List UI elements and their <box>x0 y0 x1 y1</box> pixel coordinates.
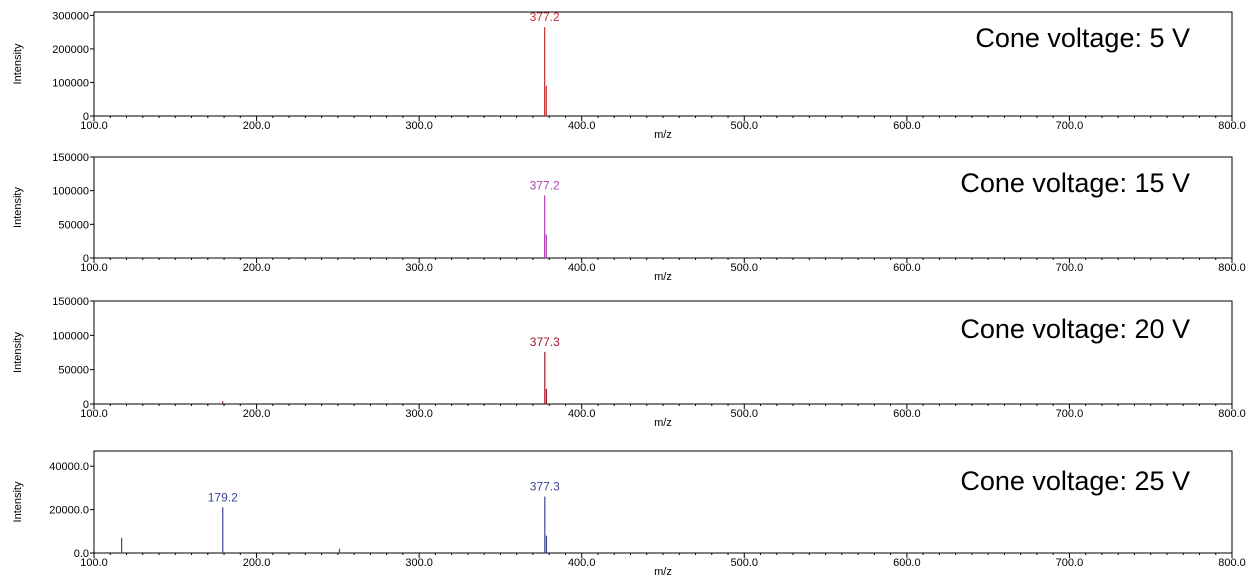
spectrum-panel-2: 100.0 200.0 300.0 400.0 500.0 600.0 700.0 800.0… <box>12 152 1246 283</box>
x-tick-label: 200.0 <box>243 262 271 274</box>
y-tick-label: 300000 <box>52 10 89 22</box>
x-tick-label: 800.0 <box>1218 120 1246 132</box>
x-tick-label: 200.0 <box>243 408 271 420</box>
x-tick-label: 400.0 <box>568 262 596 274</box>
x-tick-label: 700.0 <box>1056 120 1084 132</box>
y-axis-title: Intensity <box>12 332 24 373</box>
x-tick-label: 800.0 <box>1218 408 1246 420</box>
x-tick-label: 300.0 <box>405 408 433 420</box>
y-tick-label: 100000 <box>52 186 89 198</box>
peak-label: 377.3 <box>530 480 560 494</box>
x-tick-label: 500.0 <box>731 120 759 132</box>
y-tick-label: 40000.0 <box>49 461 89 473</box>
x-tick-label: 100.0 <box>80 262 108 274</box>
x-tick-label: 600.0 <box>893 262 921 274</box>
y-tick-label: 50000 <box>58 365 89 377</box>
x-tick-label: 800.0 <box>1218 262 1246 274</box>
cone-voltage-annotation: Cone voltage: 25 V <box>960 466 1190 496</box>
x-tick-label: 400.0 <box>568 408 596 420</box>
y-tick-label: 0.0 <box>74 548 89 560</box>
x-tick-label: 800.0 <box>1218 557 1246 569</box>
y-axis-title: Intensity <box>12 481 24 522</box>
x-tick-label: 500.0 <box>731 408 759 420</box>
y-tick-label: 150000 <box>52 296 89 308</box>
y-tick-label: 50000 <box>58 219 89 231</box>
x-tick-label: 100.0 <box>80 120 108 132</box>
x-tick-label: 300.0 <box>405 262 433 274</box>
x-tick-label: 300.0 <box>405 120 433 132</box>
cone-voltage-annotation: Cone voltage: 5 V <box>975 23 1190 53</box>
spectrum-panel-4: 100.0 200.0 300.0 400.0 500.0 600.0 700.0 800.0… <box>12 450 1246 578</box>
cone-voltage-annotation: Cone voltage: 20 V <box>960 314 1190 344</box>
x-tick-label: 600.0 <box>893 120 921 132</box>
y-axis-title: Intensity <box>12 187 24 228</box>
y-tick-label: 150000 <box>52 152 89 164</box>
spectrum-panel-1: 100.0 200.0 300.0 400.0 500.0 600.0 700.0 800.0… <box>12 10 1246 141</box>
y-axis-title: Intensity <box>12 43 24 84</box>
x-tick-label: 100.0 <box>80 557 108 569</box>
peak-label: 377.2 <box>530 178 560 192</box>
cone-voltage-annotation: Cone voltage: 15 V <box>960 168 1190 198</box>
x-tick-label: 500.0 <box>731 262 759 274</box>
x-tick-label: 700.0 <box>1056 557 1084 569</box>
x-tick-label: 600.0 <box>893 557 921 569</box>
x-tick-label: 700.0 <box>1056 262 1084 274</box>
peak-label: 377.3 <box>530 335 560 349</box>
y-tick-label: 100000 <box>52 77 89 89</box>
x-tick-label: 600.0 <box>893 408 921 420</box>
y-tick-label: 200000 <box>52 44 89 56</box>
y-tick-label: 20000.0 <box>49 505 89 517</box>
x-tick-label: 300.0 <box>405 557 433 569</box>
x-tick-label: 100.0 <box>80 408 108 420</box>
y-tick-label: 0 <box>83 399 89 411</box>
x-axis-title: m/z <box>654 566 672 578</box>
y-tick-label: 0 <box>83 253 89 265</box>
x-tick-label: 400.0 <box>568 120 596 132</box>
peak-label: 179.2 <box>208 490 238 504</box>
y-tick-label: 100000 <box>52 330 89 342</box>
x-tick-label: 400.0 <box>568 557 596 569</box>
spectrum-panel-3: 100.0 200.0 300.0 400.0 500.0 600.0 700.0 800.0… <box>12 296 1246 429</box>
x-axis-title: m/z <box>654 129 672 141</box>
x-axis-title: m/z <box>654 271 672 283</box>
x-tick-label: 500.0 <box>731 557 759 569</box>
peak-label: 377.2 <box>530 10 560 24</box>
x-axis-title: m/z <box>654 417 672 429</box>
y-tick-label: 0 <box>83 111 89 123</box>
x-tick-label: 200.0 <box>243 557 271 569</box>
x-tick-label: 200.0 <box>243 120 271 132</box>
x-tick-label: 700.0 <box>1056 408 1084 420</box>
